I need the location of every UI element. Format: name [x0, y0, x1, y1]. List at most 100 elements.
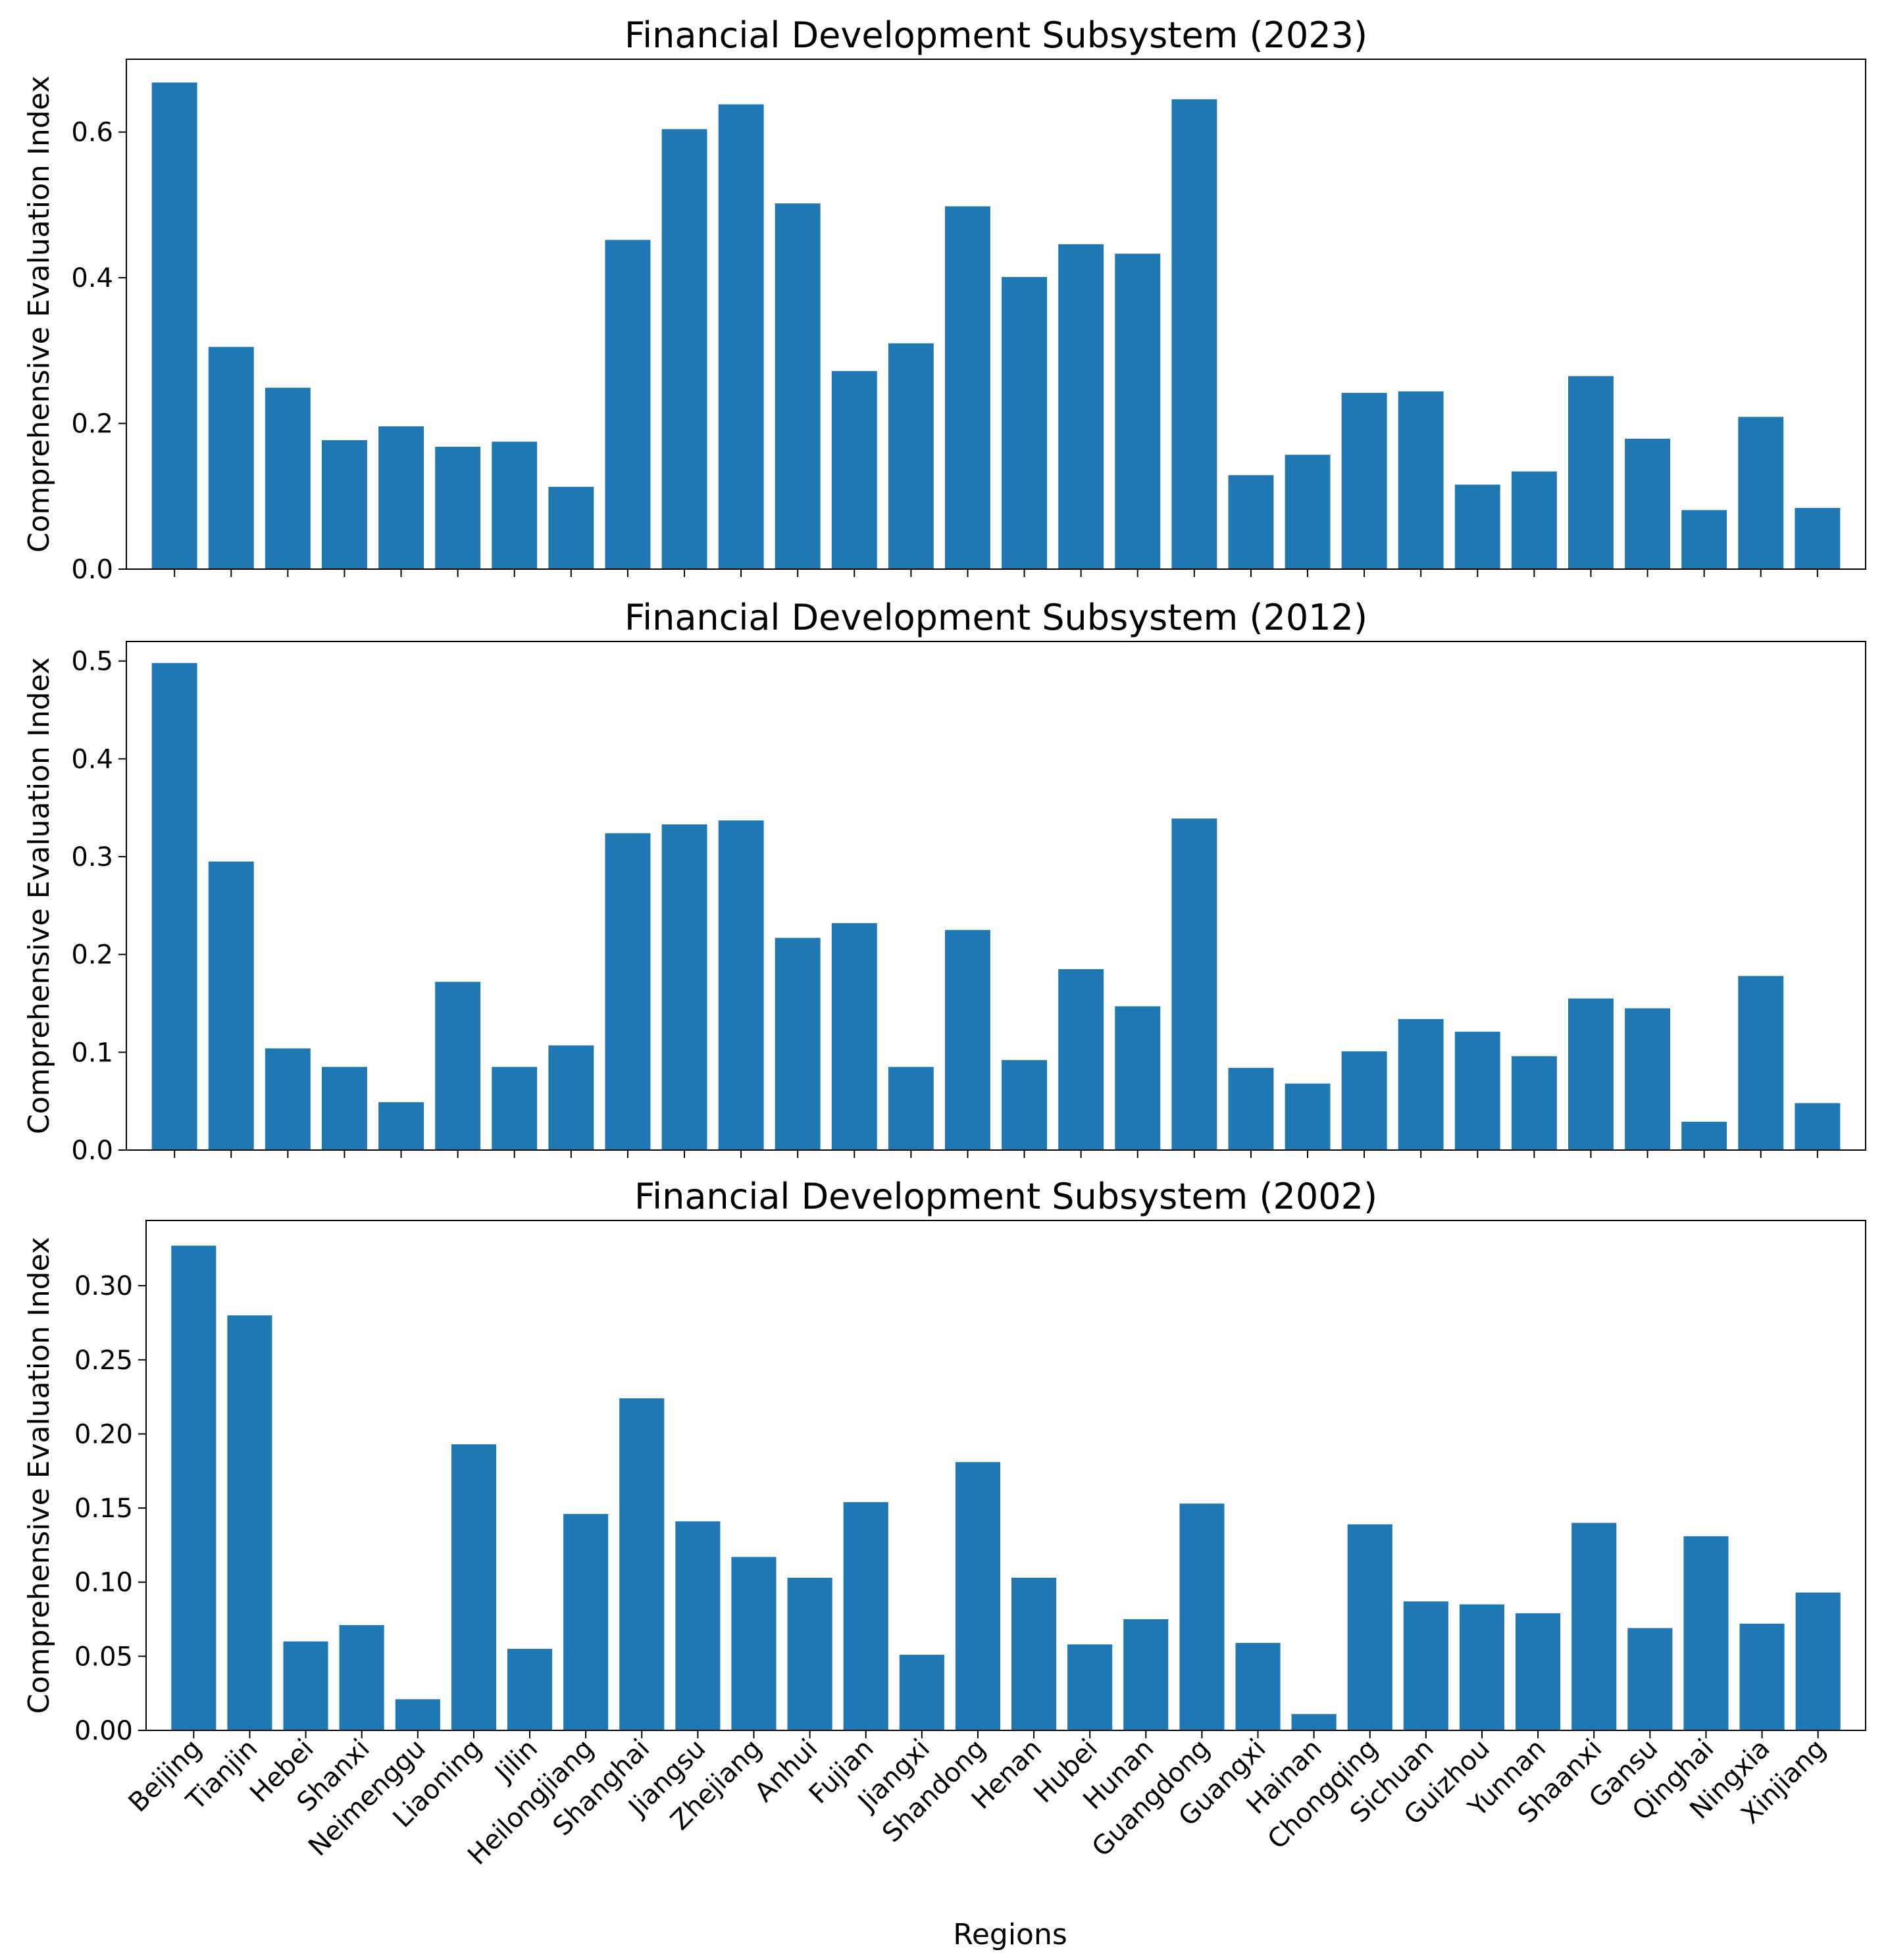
bar-heilongjiang [563, 1514, 609, 1730]
bar-xinjiang [1795, 1592, 1841, 1730]
bar-jilin [507, 1649, 553, 1730]
bar-gansu [1625, 1008, 1670, 1150]
bar-hebei [283, 1641, 328, 1730]
bar-zhejiang [718, 820, 764, 1150]
y-tick-label: 0.6 [71, 118, 113, 148]
y-tick-label: 0.4 [71, 263, 113, 293]
y-axis-label: Comprehensive Evaluation Index [22, 657, 56, 1134]
bar-jilin [492, 1067, 538, 1150]
bar-qinghai [1681, 510, 1727, 569]
bar-hainan [1285, 1083, 1331, 1150]
bar-guangxi [1235, 1643, 1281, 1730]
bar-sichuan [1398, 1018, 1444, 1150]
y-axis-label: Comprehensive Evaluation Index [22, 76, 56, 553]
bar-hunan [1115, 253, 1161, 569]
chart-title: Financial Development Subsystem (2023) [625, 14, 1367, 56]
bar-xinjiang [1795, 508, 1841, 569]
bar-shandong [945, 206, 990, 570]
bar-anhui [787, 1578, 832, 1730]
bar-anhui [775, 203, 821, 569]
bar-shandong [945, 930, 990, 1150]
bar-hainan [1285, 455, 1331, 569]
bar-guizhou [1454, 484, 1500, 569]
bar-shanghai [619, 1398, 665, 1730]
bar-jiangxi [899, 1655, 944, 1730]
bar-guizhou [1459, 1604, 1504, 1730]
bar-hubei [1058, 969, 1104, 1150]
bar-beijing [171, 1245, 217, 1730]
y-tick-label: 0.5 [71, 647, 113, 677]
bar-neimenggu [395, 1699, 440, 1730]
bar-sichuan [1403, 1601, 1448, 1730]
bar-jiangsu [675, 1521, 721, 1730]
bar-shaanxi [1571, 1522, 1617, 1730]
bar-shanghai [605, 239, 651, 569]
bar-hubei [1058, 244, 1104, 569]
bar-fujian [831, 923, 877, 1150]
bar-jiangxi [888, 343, 934, 569]
bar-qinghai [1683, 1536, 1729, 1730]
bar-zhejiang [731, 1557, 777, 1730]
y-tick-label: 0.0 [71, 1136, 113, 1166]
y-tick-label: 0.0 [71, 555, 113, 585]
bar-hainan [1291, 1714, 1337, 1730]
bar-jiangsu [661, 824, 707, 1150]
plot-frame [126, 641, 1866, 1151]
bar-heilongjiang [548, 486, 594, 569]
bar-gansu [1625, 438, 1670, 569]
bar-guangdong [1171, 99, 1217, 569]
plot-frame [126, 59, 1866, 570]
bar-shanxi [339, 1625, 384, 1730]
bar-shaanxi [1568, 376, 1614, 569]
y-tick-label: 0.15 [74, 1494, 133, 1524]
bar-henan [1011, 1578, 1057, 1730]
bar-hebei [265, 388, 311, 569]
bar-heilongjiang [548, 1045, 594, 1150]
bar-tianjin [208, 347, 254, 569]
bar-guangdong [1179, 1503, 1225, 1730]
bar-shanghai [605, 833, 651, 1150]
y-tick-label: 0.05 [74, 1642, 133, 1672]
y-tick-label: 0.20 [74, 1419, 133, 1449]
y-tick-label: 0.1 [71, 1038, 113, 1068]
bar-guangxi [1228, 1068, 1274, 1150]
bar-anhui [775, 938, 821, 1150]
y-tick-label: 0.4 [71, 744, 113, 774]
bar-henan [1002, 277, 1047, 569]
bar-qinghai [1681, 1121, 1727, 1150]
bar-yunnan [1516, 1613, 1561, 1730]
bar-ningxia [1738, 976, 1784, 1150]
bar-fujian [831, 370, 877, 569]
bar-xinjiang [1795, 1103, 1841, 1150]
bar-tianjin [227, 1315, 272, 1730]
bar-neimenggu [378, 426, 424, 569]
y-axis-label: Comprehensive Evaluation Index [22, 1237, 56, 1714]
y-tick-label: 0.30 [74, 1271, 133, 1301]
bar-yunnan [1511, 471, 1557, 569]
bar-jiangxi [888, 1067, 934, 1150]
bar-shaanxi [1568, 998, 1614, 1150]
bar-ningxia [1738, 416, 1784, 569]
bar-zhejiang [718, 104, 764, 570]
bar-hunan [1123, 1619, 1169, 1730]
y-tick-label: 0.2 [71, 940, 113, 970]
bar-guangxi [1228, 475, 1274, 569]
y-tick-label: 0.3 [71, 842, 113, 872]
bar-henan [1002, 1060, 1047, 1150]
bar-tianjin [208, 861, 254, 1150]
bar-chongqing [1341, 1051, 1387, 1150]
bar-fujian [843, 1502, 888, 1730]
bar-shandong [955, 1462, 1000, 1730]
chart-title: Financial Development Subsystem (2002) [634, 1176, 1377, 1217]
bar-jilin [492, 441, 538, 570]
bar-sichuan [1398, 391, 1444, 569]
x-axis-label: Regions [953, 1918, 1067, 1951]
bar-yunnan [1511, 1056, 1557, 1150]
bar-jiangsu [661, 129, 707, 570]
bar-beijing [151, 663, 197, 1150]
bar-guizhou [1454, 1032, 1500, 1150]
bar-hubei [1067, 1644, 1113, 1730]
bar-hunan [1115, 1006, 1161, 1150]
y-tick-label: 0.10 [74, 1568, 133, 1598]
